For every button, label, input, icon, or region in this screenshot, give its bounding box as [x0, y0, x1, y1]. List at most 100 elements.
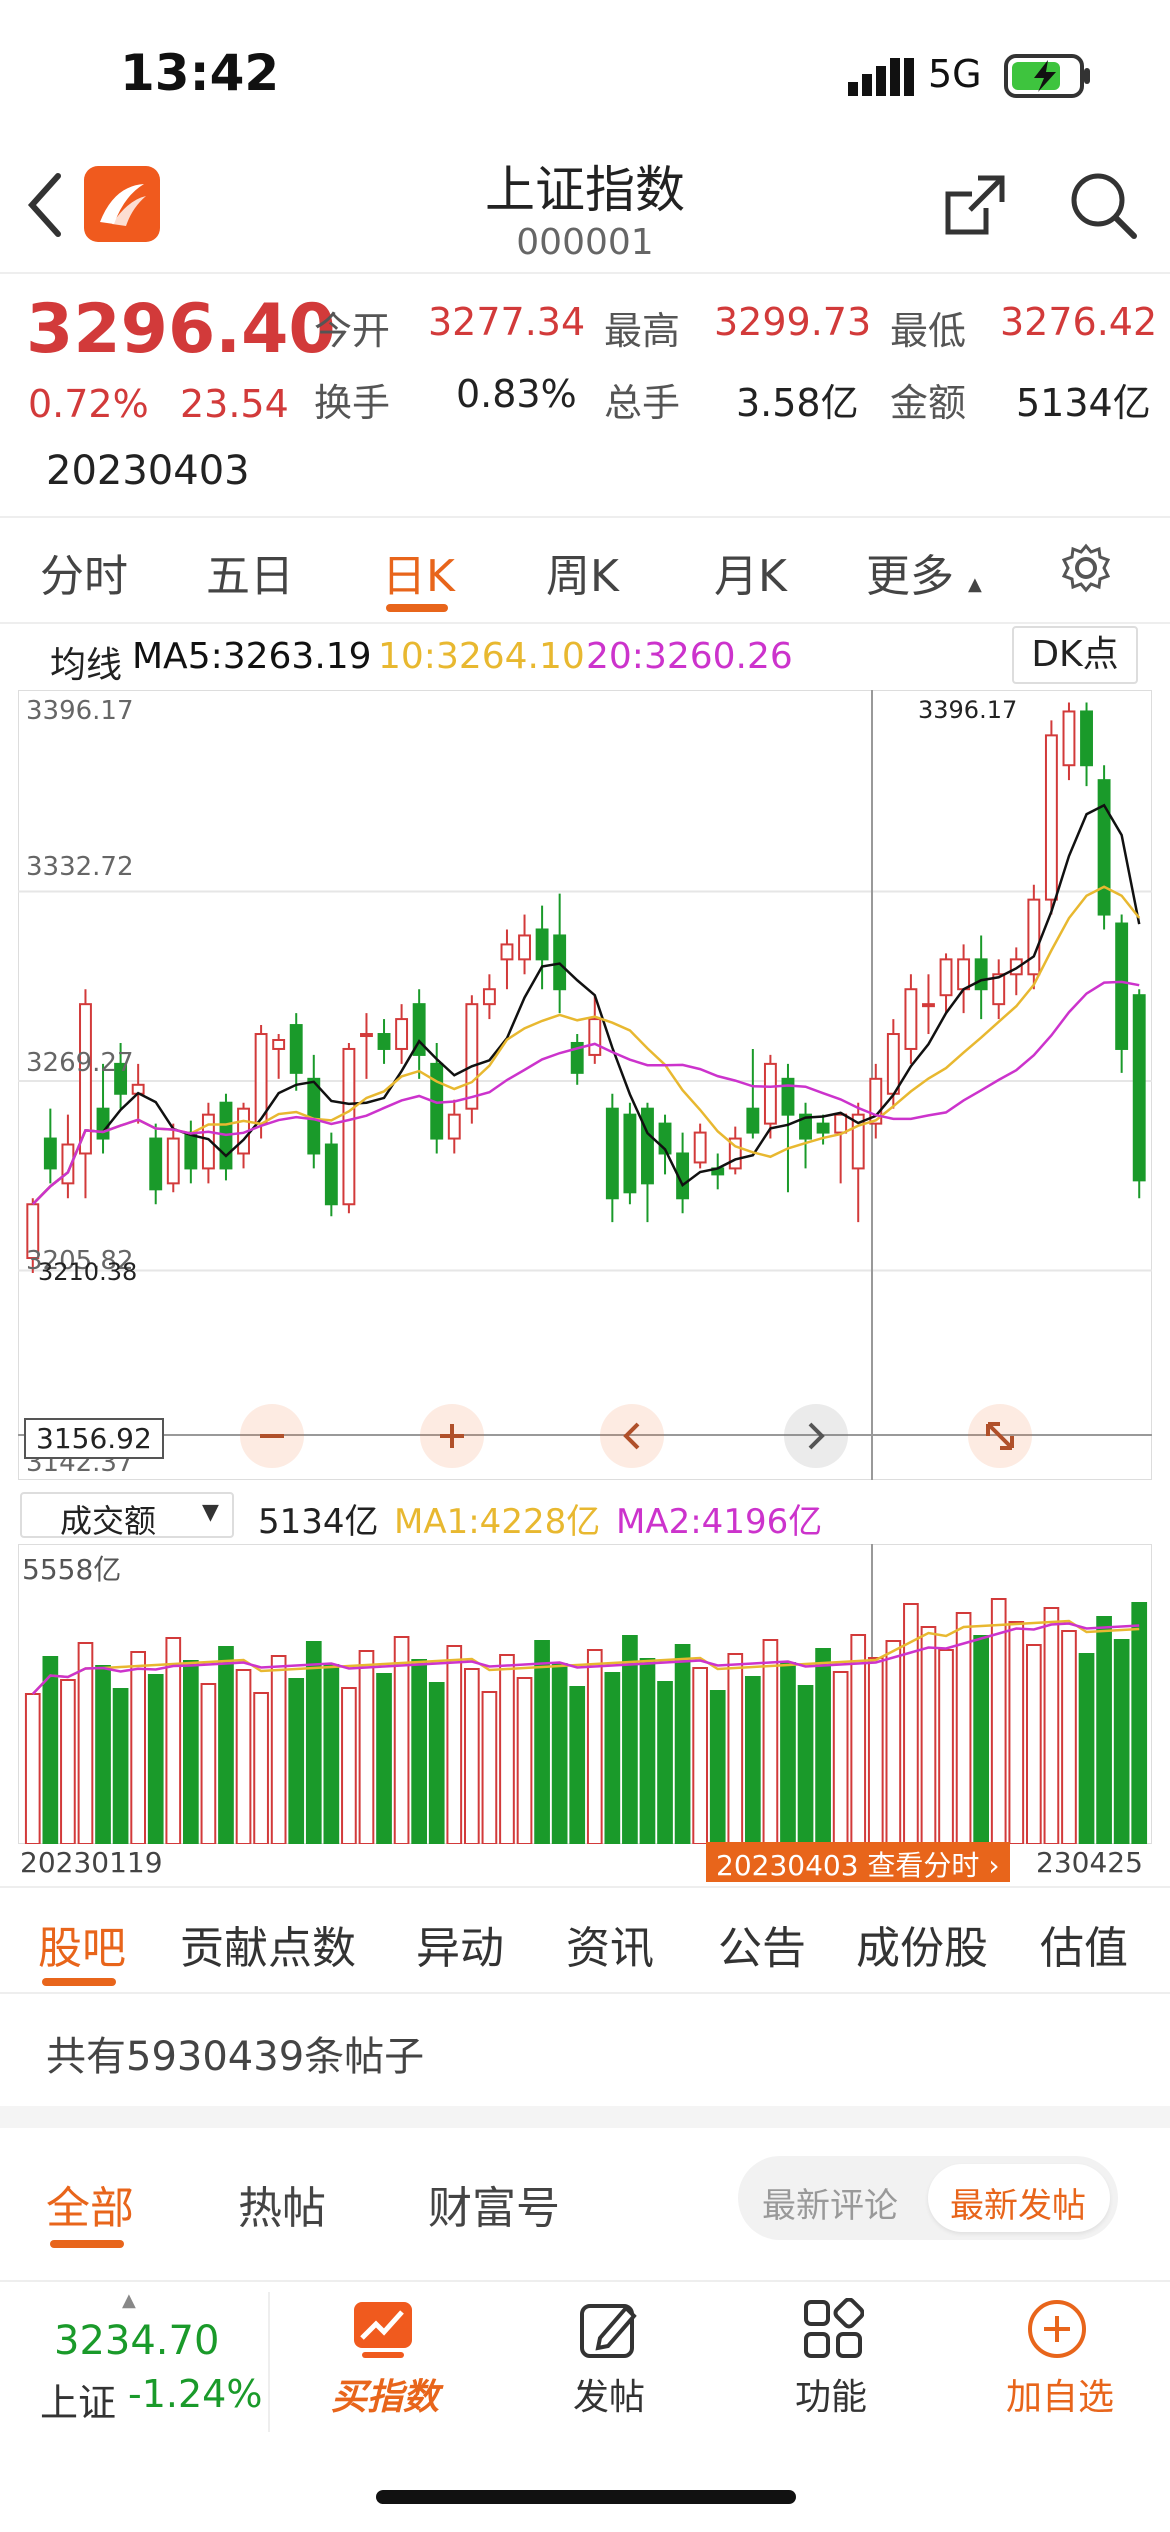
candle — [1115, 914, 1129, 1073]
back-icon[interactable] — [24, 170, 68, 244]
tab-weekly-k[interactable]: 周K — [546, 551, 619, 602]
search-icon[interactable] — [1068, 170, 1140, 246]
turnover-value: 0.83% — [456, 372, 577, 416]
tab-intraday[interactable]: 分时 — [40, 551, 128, 602]
volume-bar — [938, 1649, 954, 1844]
volume-bar — [253, 1692, 269, 1844]
candle — [816, 1114, 830, 1145]
candle — [447, 1099, 461, 1154]
scroll-left-button[interactable] — [600, 1404, 664, 1468]
function-button[interactable]: 功能 — [794, 2377, 867, 2418]
tab-valuation[interactable]: 估值 — [1040, 1923, 1128, 1974]
footer-index-value[interactable]: 3234.70 — [54, 2318, 220, 2364]
candle — [79, 989, 92, 1199]
volume-ma2-line — [31, 1622, 1140, 1695]
subtab-hot[interactable]: 热帖 — [238, 2183, 326, 2234]
volume-bar — [411, 1659, 428, 1844]
volume-axis-top: 5558亿 — [22, 1553, 122, 1586]
scroll-right-button[interactable] — [784, 1404, 848, 1468]
candle — [693, 1123, 707, 1169]
ma10-value: 10:3264.10 — [378, 636, 585, 677]
turnover-label: 换手 — [314, 381, 391, 425]
candlestick-chart[interactable] — [18, 690, 1152, 1480]
candle — [623, 1102, 637, 1205]
volume-bar — [24, 1693, 41, 1844]
candle — [360, 1013, 373, 1079]
tab-constituents[interactable]: 成份股 — [856, 1923, 988, 1974]
volume-bar — [674, 1644, 691, 1844]
volume-bar — [1061, 1630, 1077, 1844]
tab-forum[interactable]: 股吧 — [38, 1923, 126, 1974]
divider — [0, 2280, 1170, 2282]
zoom-in-button[interactable] — [420, 1404, 484, 1468]
volume-bar — [60, 1679, 76, 1844]
price-axis-level-3: 3269.27 — [26, 1048, 134, 1078]
volume-value: 3.58亿 — [736, 381, 859, 425]
chevron-up-icon[interactable]: ▲ — [122, 2290, 136, 2311]
volume-bar — [780, 1662, 796, 1844]
volume-bar — [182, 1660, 199, 1844]
candle — [289, 1013, 303, 1091]
tab-movement[interactable]: 异动 — [416, 1923, 504, 1974]
share-icon[interactable] — [940, 170, 1010, 244]
volume-bar — [393, 1636, 410, 1844]
volume-bar — [885, 1640, 902, 1844]
candle — [957, 944, 971, 1014]
tab-news[interactable]: 资讯 — [566, 1923, 654, 1974]
tab-five-day[interactable]: 五日 — [206, 551, 294, 602]
volume-bar — [200, 1683, 217, 1844]
post-button[interactable]: 发帖 — [572, 2377, 645, 2418]
volume-bar — [1025, 1644, 1042, 1844]
volume-indicator-select[interactable]: 成交额 ▼ — [20, 1492, 234, 1540]
network-label: 5G — [928, 52, 982, 96]
volume-bar — [499, 1654, 515, 1844]
footer-index-name: 上证 — [40, 2381, 117, 2425]
low-value: 3276.42 — [1000, 300, 1158, 344]
tab-announcement[interactable]: 公告 — [718, 1923, 806, 1974]
add-favorite-button[interactable]: 加自选 — [1005, 2377, 1114, 2418]
dk-point-button[interactable]: DK点 — [1012, 626, 1138, 684]
gear-icon[interactable] — [1060, 542, 1112, 598]
subtab-all[interactable]: 全部 — [46, 2183, 134, 2234]
volume-bar — [235, 1669, 252, 1844]
volume-ma2: MA2:4196亿 — [616, 1502, 823, 1542]
start-date: 20230119 — [20, 1846, 163, 1879]
tab-more[interactable]: 更多 — [866, 551, 954, 602]
end-date: 230425 — [1036, 1846, 1143, 1879]
subtab-wealth[interactable]: 财富号 — [428, 2183, 560, 2234]
candle — [324, 1132, 338, 1217]
volume-bar — [867, 1657, 884, 1844]
zoom-out-button[interactable] — [240, 1404, 304, 1468]
volume-bar — [727, 1653, 744, 1844]
candle — [114, 1042, 128, 1109]
volume-bar — [586, 1649, 603, 1844]
ma20-line — [31, 980, 1140, 1206]
volume-bar — [1043, 1607, 1060, 1844]
signal-icon — [848, 58, 918, 102]
view-intraday-button[interactable]: 20230403 查看分时 › — [706, 1842, 1010, 1882]
tab-daily-k[interactable]: 日K — [382, 551, 455, 602]
volume-value: 5134亿 — [258, 1502, 379, 1542]
tab-monthly-k[interactable]: 月K — [714, 551, 787, 602]
open-label: 今开 — [314, 309, 391, 353]
chevron-down-icon: ▼ — [202, 1500, 219, 1525]
volume-bar — [288, 1678, 305, 1844]
crosshair-price-label: 3156.92 — [24, 1418, 164, 1459]
candle — [482, 974, 496, 1020]
sort-latest-post[interactable]: 最新发帖 — [950, 2186, 1086, 2226]
volume-chart[interactable] — [18, 1544, 1152, 1844]
volume-bar — [1113, 1639, 1130, 1844]
volume-bar — [604, 1672, 621, 1844]
candle — [412, 989, 426, 1079]
fullscreen-button[interactable] — [968, 1404, 1032, 1468]
candle — [500, 929, 514, 990]
sort-toggle[interactable]: 最新评论 最新发帖 — [738, 2156, 1118, 2240]
price-axis-top: 3396.17 — [26, 696, 134, 726]
sort-latest-comment[interactable]: 最新评论 — [762, 2186, 898, 2226]
apps-grid-icon — [802, 2297, 865, 2364]
tab-contribution[interactable]: 贡献点数 — [180, 1923, 356, 1974]
candle — [763, 1054, 777, 1139]
buy-index-button[interactable]: 买指数 — [330, 2377, 439, 2418]
candle — [588, 995, 602, 1064]
volume-bar — [1131, 1602, 1148, 1844]
